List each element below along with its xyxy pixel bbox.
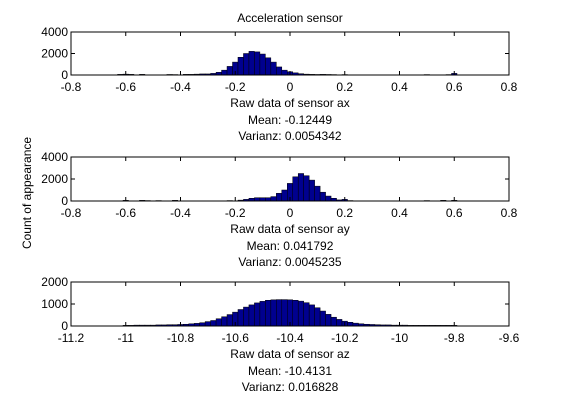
- histogram-bar: [314, 307, 321, 327]
- histogram-bar: [292, 300, 299, 327]
- histogram-bar: [221, 69, 228, 76]
- histogram-bar: [221, 316, 228, 327]
- y-tick-label: 0: [61, 68, 68, 82]
- histogram-bar: [237, 57, 244, 76]
- y-tick-label: 2000: [41, 172, 68, 186]
- plot-area: [71, 32, 509, 75]
- x-tick-label: -0.4: [170, 206, 191, 220]
- x-axis-label: Raw data of sensor ax: [230, 96, 349, 110]
- histogram-bar: [308, 179, 315, 202]
- x-tick-label: 0: [287, 206, 294, 220]
- x-tick-label: -11: [118, 331, 135, 345]
- histogram-bar: [292, 176, 299, 202]
- x-tick-label: -10.2: [331, 331, 359, 345]
- x-tick-label: -0.6: [115, 206, 136, 220]
- mean-label: Mean: -0.12449: [248, 113, 332, 127]
- histogram-bar: [243, 53, 250, 76]
- subplot-ay: -0.8 -0.6 -0.4 -0.2 0 0.2 0.4 0.6 0.8 0 2000 4000 Ra…: [41, 150, 517, 269]
- x-tick-label: -0.8: [61, 80, 82, 94]
- y-tick-label: 2000: [41, 275, 68, 289]
- histogram-bar: [254, 51, 261, 76]
- x-tick-label: 0.6: [446, 80, 463, 94]
- x-tick-label: -0.4: [170, 80, 191, 94]
- y-tick-label: 0: [61, 319, 68, 333]
- histogram-bar: [314, 185, 321, 202]
- histogram-bar: [243, 306, 250, 327]
- x-tick-label: -0.2: [225, 206, 246, 220]
- subplot-panels: -0.8 -0.6 -0.4 -0.2 0 0.2 0.4 0.6 0.8 0 2000 4000 Ra…: [41, 25, 519, 394]
- histogram-bar: [281, 69, 288, 76]
- histogram-bar: [270, 196, 277, 202]
- x-axis-label: Raw data of sensor az: [230, 347, 349, 361]
- x-tick-label: 0.4: [391, 206, 408, 220]
- figure-title: Acceleration sensor: [237, 11, 342, 25]
- subplot-az: -11.2 -11 -10.8 -10.6 -10.4 -10.2 -10 -9.8 -9.6 0…: [41, 275, 519, 394]
- x-tick-label: -10.8: [167, 331, 195, 345]
- y-tick-label: 4000: [41, 25, 68, 39]
- histogram-bar: [259, 53, 266, 76]
- x-tick-label: -0.8: [61, 206, 82, 220]
- histogram-bar: [336, 319, 343, 327]
- histogram-bar: [297, 300, 304, 327]
- x-tick-label: 0: [287, 80, 294, 94]
- histogram-bar: [265, 57, 272, 76]
- x-tick-label: 0.2: [336, 206, 353, 220]
- x-tick-label: 0.6: [446, 206, 463, 220]
- histogram-bar: [270, 299, 277, 327]
- variance-label: Varianz: 0.016828: [242, 380, 339, 394]
- histogram-bar: [210, 320, 217, 327]
- x-tick-label: 0.8: [501, 206, 518, 220]
- x-tick-label: 0.8: [501, 80, 518, 94]
- histogram-bar: [330, 316, 337, 327]
- histogram-bar: [226, 314, 233, 327]
- x-tick-label: -9.6: [499, 331, 520, 345]
- histogram-bar: [347, 322, 354, 327]
- x-tick-label: -10.4: [276, 331, 304, 345]
- x-tick-label: -0.2: [225, 80, 246, 94]
- histogram-bar: [297, 173, 304, 202]
- histogram-bar: [237, 309, 244, 327]
- histogram-bar: [325, 314, 332, 327]
- y-tick-label: 0: [61, 194, 68, 208]
- x-axis-label: Raw data of sensor ay: [230, 222, 349, 236]
- histogram-bar: [281, 299, 288, 327]
- x-tick-label: -10: [391, 331, 409, 345]
- histogram-bar: [226, 66, 233, 76]
- histogram-bar: [281, 189, 288, 202]
- histogram-bar: [319, 310, 326, 327]
- histogram-bar: [276, 66, 283, 76]
- shared-y-axis-label: Count of appearance: [20, 137, 34, 249]
- histogram-bar: [303, 175, 310, 202]
- histogram-bar: [276, 299, 283, 327]
- histogram-bar: [215, 318, 222, 327]
- histogram-bar: [276, 193, 283, 202]
- x-tick-label: -11.2: [58, 331, 85, 345]
- variance-label: Varianz: 0.0045235: [238, 255, 342, 269]
- subplot-ax: -0.8 -0.6 -0.4 -0.2 0 0.2 0.4 0.6 0.8 0 2000 4000 Ra…: [41, 25, 517, 143]
- histogram-bar: [248, 304, 255, 327]
- x-tick-label: -9.8: [444, 331, 465, 345]
- y-tick-label: 4000: [41, 150, 68, 164]
- histogram-bar: [303, 302, 310, 327]
- histogram-bar: [270, 61, 277, 76]
- x-tick-label: 0.4: [391, 80, 408, 94]
- histogram-bar: [254, 302, 261, 327]
- histogram-bar: [319, 191, 326, 202]
- x-tick-label: -0.6: [115, 80, 136, 94]
- mean-label: Mean: 0.041792: [247, 239, 334, 253]
- histogram-bar: [248, 51, 255, 76]
- y-tick-label: 2000: [41, 47, 68, 61]
- histogram-bar: [204, 321, 211, 327]
- x-tick-label: -10.6: [222, 331, 250, 345]
- mean-label: Mean: -10.4131: [248, 364, 332, 378]
- histogram-bar: [308, 304, 315, 327]
- x-tick-label: 0.2: [336, 80, 353, 94]
- histogram-bar: [325, 195, 332, 202]
- histogram-bar: [259, 301, 266, 327]
- y-tick-label: 1000: [41, 297, 68, 311]
- histogram-bar: [265, 300, 272, 327]
- variance-label: Varianz: 0.0054342: [238, 129, 342, 143]
